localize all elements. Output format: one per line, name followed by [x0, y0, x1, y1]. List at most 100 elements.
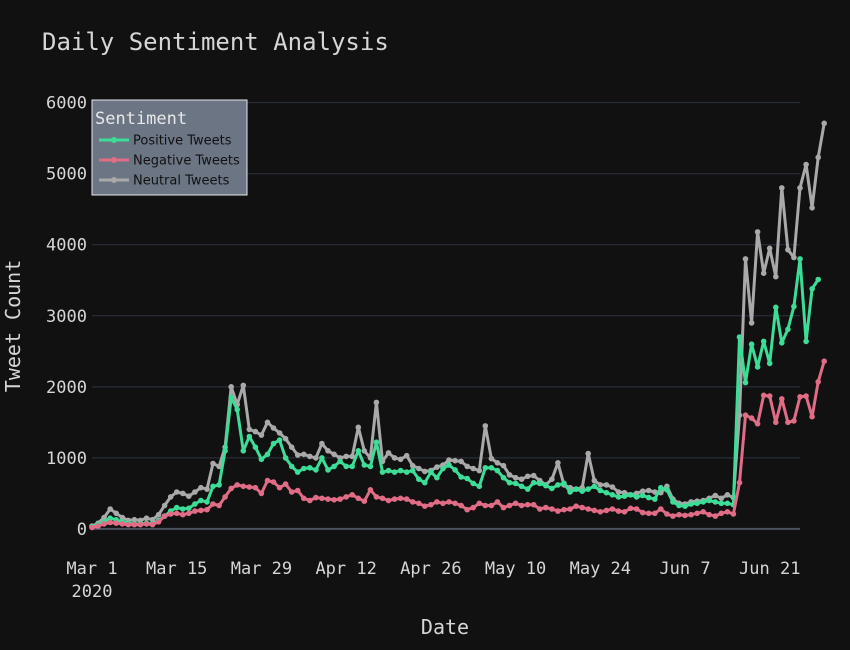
data-point — [664, 511, 670, 517]
data-point — [367, 463, 374, 470]
data-point — [198, 497, 204, 504]
data-point — [821, 120, 827, 127]
data-point — [518, 483, 525, 490]
data-point — [591, 477, 598, 484]
data-point — [361, 462, 368, 468]
y-axis-ticks: 0 1000 2000 3000 4000 5000 6000 — [46, 94, 87, 540]
data-point — [500, 474, 507, 481]
data-point — [748, 320, 755, 326]
data-point — [500, 504, 507, 511]
data-point — [355, 448, 362, 454]
data-point — [603, 482, 610, 488]
data-point — [688, 511, 694, 518]
data-point — [652, 496, 658, 502]
data-point — [276, 430, 283, 436]
data-point — [530, 501, 537, 508]
data-point — [597, 487, 604, 494]
data-point — [645, 510, 652, 517]
data-point — [349, 492, 356, 498]
data-point — [301, 451, 307, 458]
data-point — [712, 513, 719, 519]
data-point — [579, 488, 585, 495]
data-point — [367, 487, 374, 493]
data-point — [742, 256, 749, 262]
data-point — [167, 511, 174, 517]
data-point — [676, 502, 682, 509]
data-point — [706, 511, 712, 518]
data-point — [186, 510, 192, 517]
data-point — [294, 469, 301, 475]
data-point — [670, 499, 676, 505]
data-point — [748, 341, 755, 348]
data-point — [119, 514, 126, 521]
data-point — [766, 393, 773, 399]
data-point — [506, 472, 513, 478]
data-point — [391, 455, 398, 461]
x-tick-sublabel: 2020 — [72, 582, 113, 602]
data-point — [409, 467, 416, 474]
data-point — [228, 384, 234, 390]
data-point — [682, 512, 688, 519]
data-point — [161, 502, 168, 509]
data-point — [815, 276, 821, 283]
data-point — [119, 521, 126, 527]
data-point — [706, 497, 712, 504]
data-point — [222, 494, 228, 500]
data-point — [125, 521, 132, 528]
data-point — [518, 476, 525, 483]
data-point — [494, 460, 501, 466]
data-point — [428, 501, 434, 508]
legend-label-negative-tweets: Negative Tweets — [133, 154, 240, 169]
data-point — [736, 479, 743, 486]
data-point — [452, 467, 458, 473]
data-point — [355, 495, 362, 502]
data-point — [95, 523, 101, 529]
data-point — [422, 479, 428, 486]
data-point — [809, 413, 815, 420]
data-point — [773, 273, 779, 280]
data-point — [585, 450, 591, 457]
data-point — [555, 482, 561, 488]
data-point — [597, 482, 604, 488]
data-point — [307, 453, 313, 460]
data-point — [591, 483, 598, 490]
data-point — [754, 229, 761, 235]
data-point — [603, 507, 610, 514]
data-point — [573, 486, 579, 492]
data-point — [331, 451, 337, 458]
data-point — [228, 394, 234, 401]
data-point — [210, 460, 216, 467]
data-point — [149, 521, 156, 528]
data-point — [319, 440, 325, 447]
x-tick-label: Apr 12 — [315, 559, 376, 579]
data-point — [385, 497, 392, 504]
x-tick-label: Jun 21 — [739, 559, 800, 579]
data-point — [585, 486, 591, 492]
data-point — [252, 444, 259, 451]
data-point — [803, 161, 809, 168]
data-point — [615, 508, 622, 514]
data-point — [180, 490, 186, 497]
data-point — [724, 492, 731, 498]
data-point — [633, 494, 640, 500]
data-point — [779, 340, 785, 346]
data-point — [803, 338, 809, 345]
data-point — [343, 463, 350, 470]
legend-label-positive-tweets: Positive Tweets — [133, 134, 232, 149]
data-point — [313, 467, 319, 473]
data-point — [712, 492, 719, 499]
data-point — [549, 506, 555, 512]
data-point — [760, 392, 767, 399]
data-point — [803, 393, 809, 399]
data-point — [773, 419, 779, 426]
data-point — [658, 484, 664, 491]
data-point — [210, 483, 216, 490]
data-point — [246, 433, 253, 440]
data-point — [325, 496, 331, 502]
data-point — [476, 500, 483, 507]
data-point — [615, 494, 622, 500]
data-point — [779, 185, 785, 191]
data-point — [173, 489, 180, 495]
data-point — [494, 499, 501, 505]
data-point — [567, 506, 573, 512]
